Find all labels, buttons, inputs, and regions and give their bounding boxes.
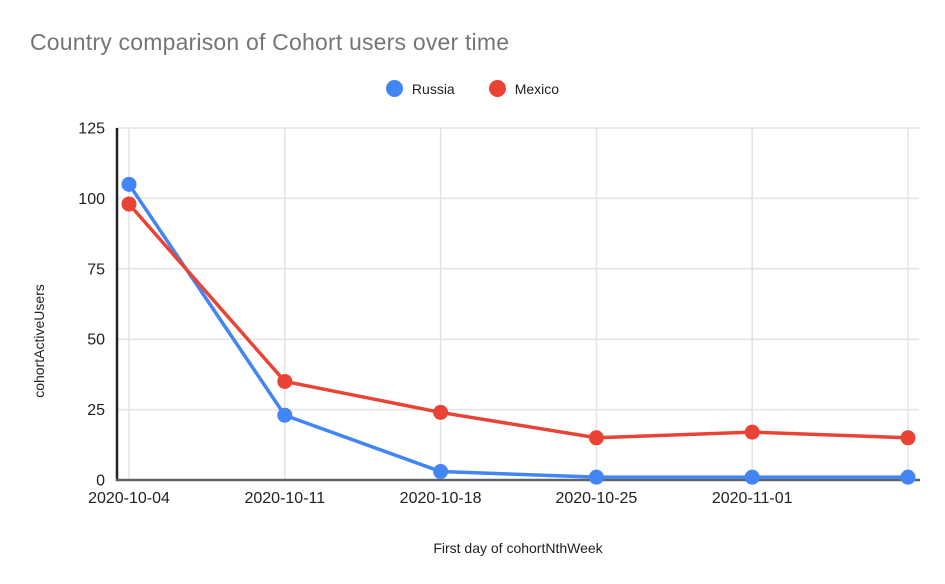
x-tick-label: 2020-10-25 [555, 490, 637, 507]
y-tick-label: 100 [78, 191, 105, 208]
data-point-mexico-4[interactable] [744, 424, 760, 440]
series-line-mexico [127, 202, 910, 440]
x-axis-title: First day of cohortNthWeek [433, 540, 603, 556]
legend-swatch-russia-icon [385, 80, 403, 97]
y-tick-label: 75 [87, 261, 105, 278]
data-point-russia-0[interactable] [121, 176, 137, 192]
legend-item-russia[interactable]: Russia [385, 80, 455, 97]
data-point-russia-1[interactable] [277, 407, 293, 423]
legend: Russia Mexico [0, 80, 945, 97]
legend-item-mexico[interactable]: Mexico [488, 80, 560, 97]
x-tick-label: 2020-11-01 [712, 490, 793, 507]
y-tick-label: 0 [96, 473, 105, 490]
data-point-russia-5[interactable] [900, 469, 916, 485]
data-point-mexico-0[interactable] [121, 196, 137, 212]
legend-label-russia: Russia [411, 80, 455, 97]
data-point-russia-3[interactable] [588, 469, 604, 485]
x-tick-label: 2020-10-11 [244, 490, 325, 507]
data-point-mexico-2[interactable] [433, 404, 449, 420]
data-point-mexico-3[interactable] [588, 430, 604, 446]
chart-title: Country comparison of Cohort users over … [30, 29, 510, 55]
y-tick-label: 125 [78, 121, 105, 138]
data-point-russia-2[interactable] [433, 464, 449, 480]
y-tick-label: 25 [87, 402, 105, 419]
x-tick-label: 2020-10-18 [400, 490, 482, 507]
y-tick-label: 50 [87, 332, 105, 349]
data-point-mexico-5[interactable] [900, 430, 916, 446]
legend-swatch-mexico-icon [488, 80, 506, 97]
series-line-russia [127, 182, 910, 479]
data-point-mexico-1[interactable] [277, 373, 293, 389]
legend-label-mexico: Mexico [514, 80, 560, 97]
data-point-russia-4[interactable] [744, 469, 760, 485]
x-tick-label: 2020-10-04 [88, 490, 170, 507]
